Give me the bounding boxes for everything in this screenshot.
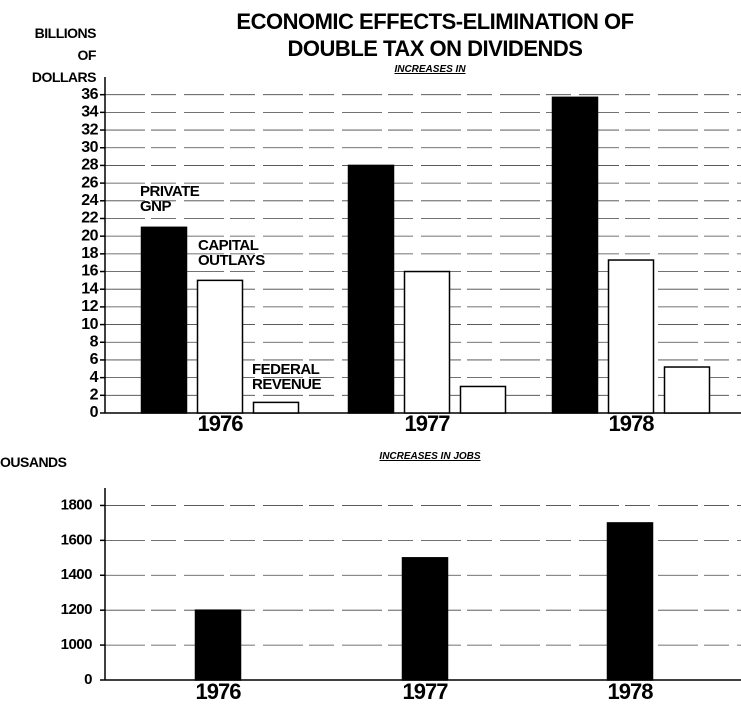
bar (459, 385, 507, 414)
y-tick-label: 32 (81, 121, 98, 138)
subtitle: INCREASES IN JOBS (379, 451, 481, 462)
bar (607, 259, 655, 414)
y-tick-label: 16 (81, 263, 98, 280)
y-tick-label: 0 (84, 671, 92, 688)
y-tick-label: 14 (81, 280, 98, 297)
y-tick-label: 10 (81, 316, 98, 333)
bar (194, 609, 242, 681)
bar (252, 401, 300, 414)
y-tick-label: 24 (81, 192, 98, 209)
y-tick-label: 36 (81, 86, 98, 103)
y-tick-label: 26 (81, 174, 98, 191)
x-tick-label: 1977 (403, 679, 449, 704)
subtitle: INCREASES IN (394, 64, 466, 75)
x-tick-label: 1976 (196, 679, 242, 704)
x-tick-label: 1978 (609, 411, 655, 436)
y-tick-label: 12 (81, 298, 98, 315)
y-tick-label: 1600 (61, 531, 93, 548)
y-tick-label: 6 (90, 351, 99, 368)
bar (140, 226, 188, 414)
y-tick-label: 2 (90, 387, 99, 404)
series-label: FEDERAL REVENUE (252, 361, 322, 393)
x-tick-label: 1978 (608, 679, 654, 704)
y-tick-label: 20 (81, 227, 98, 244)
bar (551, 96, 599, 414)
y-tick-label: 30 (81, 139, 98, 156)
y-tick-label: 1200 (61, 601, 93, 618)
y-tick-label: 1800 (61, 496, 93, 513)
bar (347, 164, 395, 414)
y-tick-label: 1400 (61, 566, 93, 583)
bar (663, 366, 711, 414)
y-tick-label: 0 (90, 404, 99, 421)
chart-title: ECONOMIC EFFECTS-ELIMINATION OF DOUBLE T… (236, 9, 634, 61)
y-tick-label: 34 (81, 104, 98, 121)
y-tick-label: 1000 (61, 636, 93, 653)
y-tick-label: 28 (81, 157, 98, 174)
x-tick-label: 1977 (405, 411, 451, 436)
y-tick-label: 22 (81, 210, 98, 227)
y-tick-label: 8 (90, 333, 99, 350)
x-tick-label: 1976 (198, 411, 244, 436)
bar (403, 270, 451, 414)
y-tick-label: 4 (90, 369, 99, 386)
y-axis-label: OUSANDS (0, 454, 67, 470)
y-axis-label: BILLIONS OF DOLLARS (31, 25, 97, 85)
bar (401, 557, 449, 681)
series-label: CAPITAL OUTLAYS (198, 237, 265, 269)
series-label: PRIVATE GNP (140, 183, 200, 215)
bar (606, 522, 654, 681)
bar (196, 279, 244, 414)
y-tick-label: 18 (81, 245, 98, 262)
